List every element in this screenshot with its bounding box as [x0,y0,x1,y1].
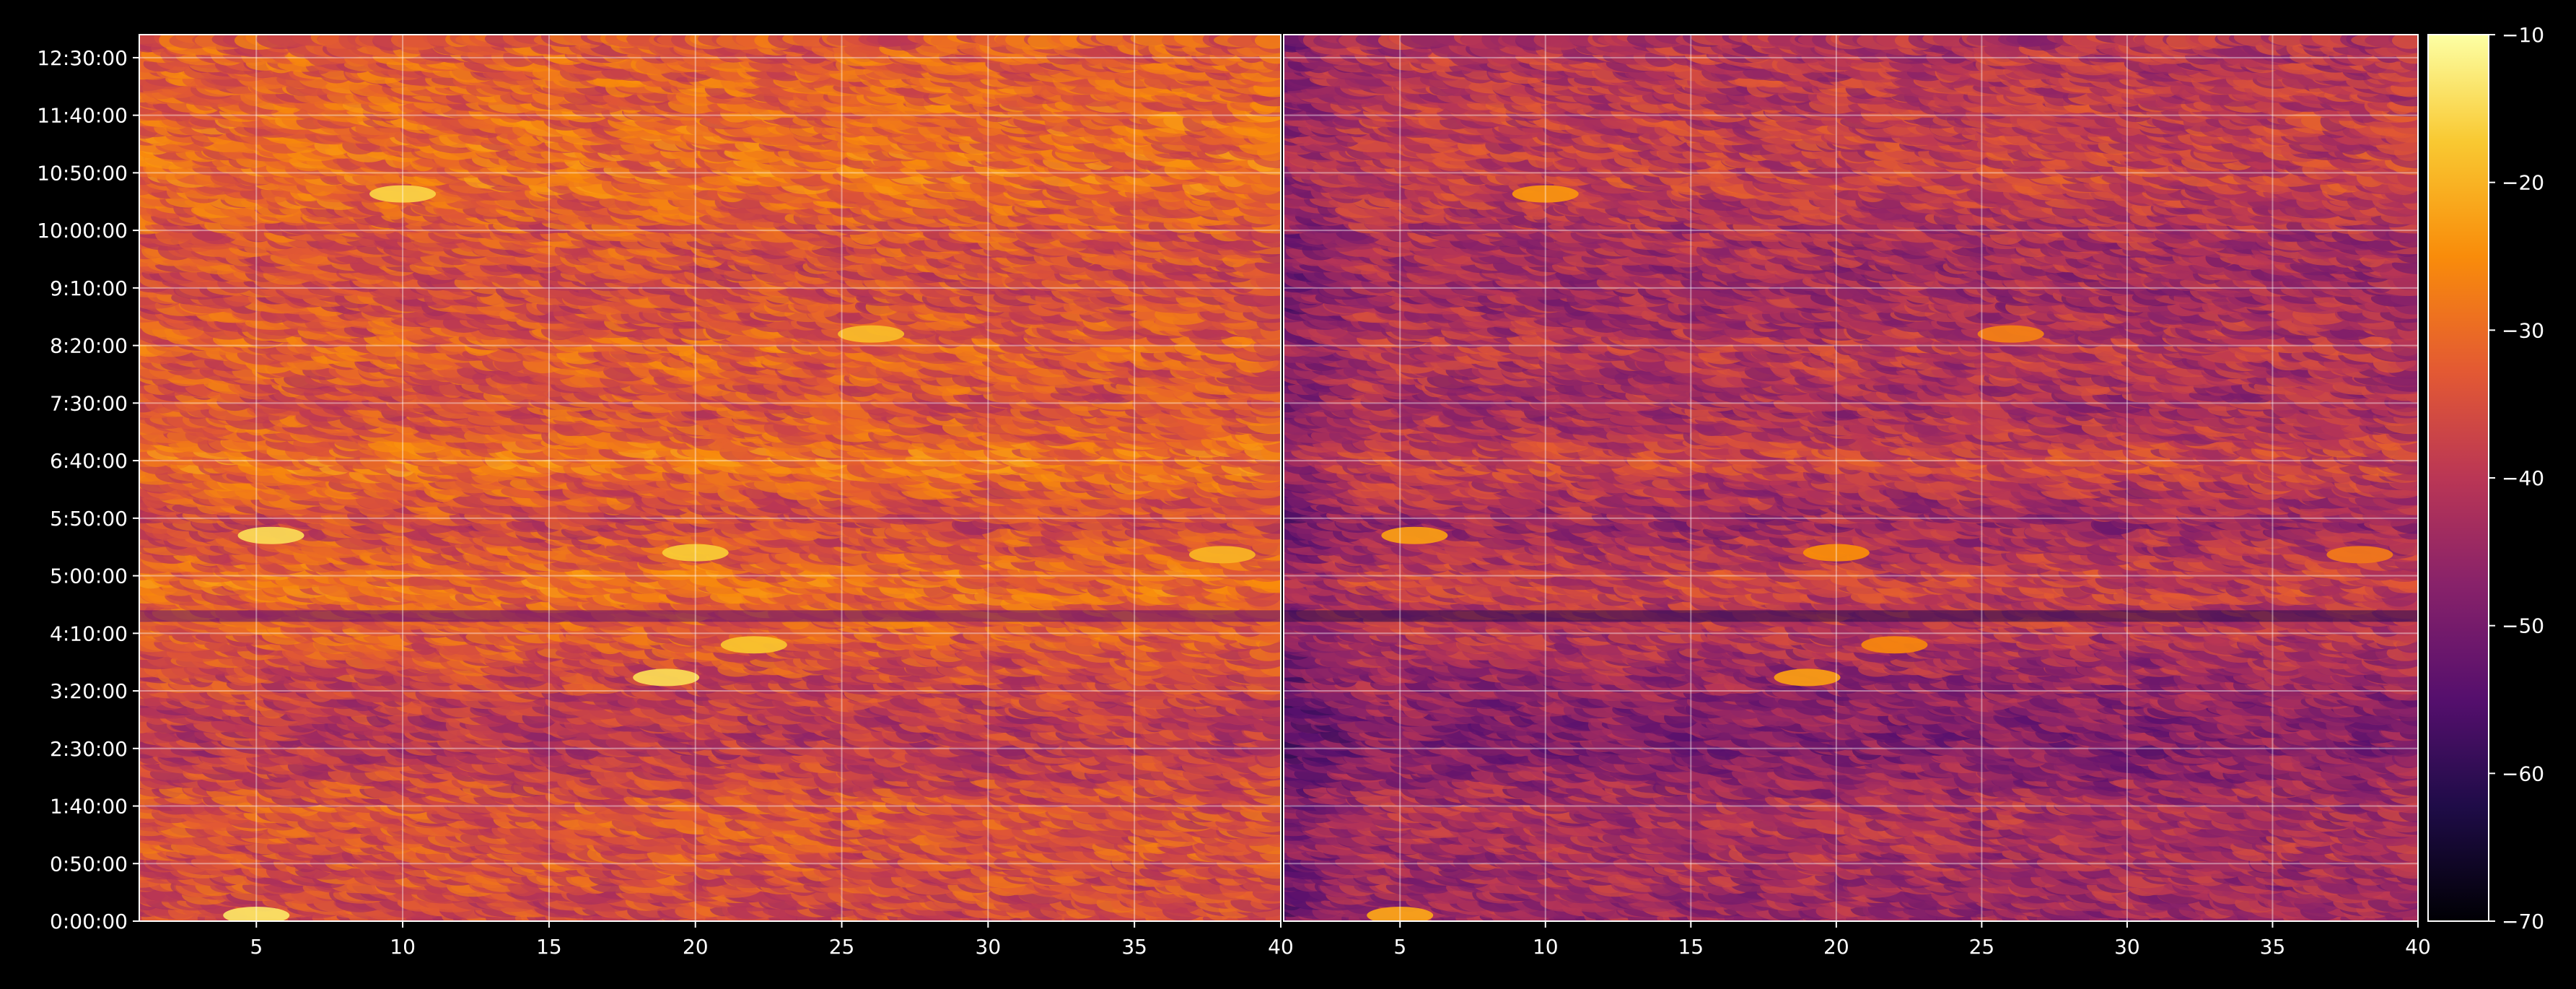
heatmap-panel-1 [139,35,1281,921]
